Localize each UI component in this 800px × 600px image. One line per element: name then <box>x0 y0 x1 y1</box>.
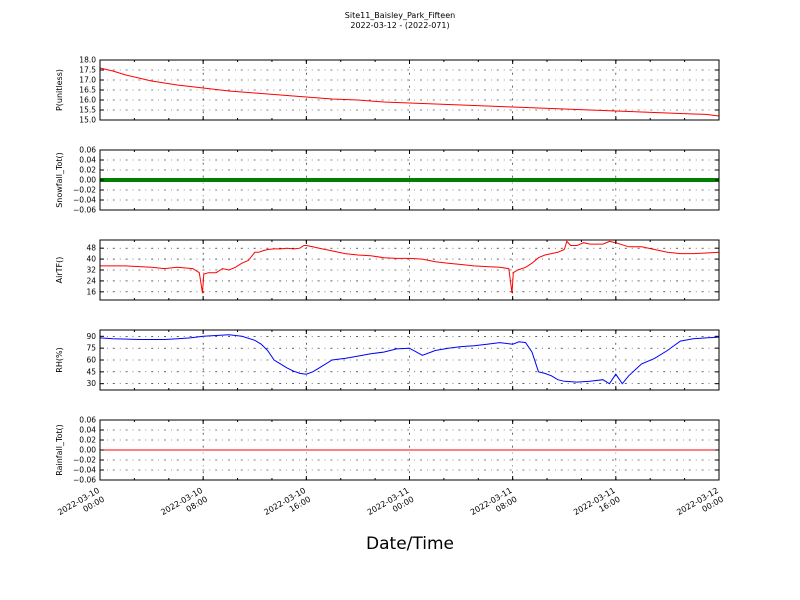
y-tick-label: 15.0 <box>79 116 96 125</box>
x-tick-label: 2022-03-1116:00 <box>572 486 622 526</box>
panel-5: −0.06−0.04−0.020.000.020.040.06 Rainfall_… <box>55 416 720 485</box>
y-tick-label: 24 <box>86 276 96 285</box>
data-line <box>99 67 720 117</box>
y-axis-label: AirTF() <box>55 257 64 284</box>
y-tick-label: −0.06 <box>73 206 96 215</box>
x-axis-label: Date/Time <box>366 534 454 554</box>
y-tick-label: 16 <box>86 287 96 296</box>
x-tick-label: 2022-03-1100:00 <box>366 486 416 526</box>
y-tick-label: −0.04 <box>73 196 96 205</box>
y-tick-label: 17.0 <box>79 76 96 85</box>
y-tick-label: −0.04 <box>73 466 96 475</box>
y-tick-label: 16.5 <box>79 86 96 95</box>
chart-title-block: Site11_Baisley_Park_Fifteen 2022-03-12 -… <box>0 11 800 31</box>
y-tick-label: 0.06 <box>79 146 96 155</box>
y-tick-label: −0.02 <box>73 186 96 195</box>
x-tick-label: 2022-03-1000:00 <box>56 486 106 526</box>
y-tick-label: 15.5 <box>79 106 96 115</box>
y-tick-label: 0.00 <box>79 176 96 185</box>
y-tick-label: −0.02 <box>73 456 96 465</box>
y-tick-label: 0.06 <box>79 416 96 425</box>
y-tick-label: 0.02 <box>79 436 96 445</box>
y-tick-label: 45 <box>86 367 96 376</box>
data-line <box>99 334 720 385</box>
y-tick-label: 17.5 <box>79 66 96 75</box>
x-tick-label: 2022-03-1200:00 <box>675 486 725 526</box>
y-axis-label: RH(%) <box>55 347 64 372</box>
x-tick-label: 2022-03-1008:00 <box>159 486 209 526</box>
data-line <box>100 240 720 294</box>
panel-1: 15.015.516.016.517.017.518.0 P(unitless) <box>55 56 720 125</box>
y-axis-label: Rainfall_Tot() <box>55 424 64 476</box>
y-tick-label: 60 <box>86 356 96 365</box>
chart-title: Site11_Baisley_Park_Fifteen <box>344 11 456 20</box>
panel-4: 30 45 60 75 90 RH(%) <box>55 329 720 391</box>
y-axis-label: Snowfall_Tot() <box>55 152 64 208</box>
y-tick-label: −0.06 <box>73 476 96 485</box>
y-tick-label: 0.02 <box>79 166 96 175</box>
y-tick-label: 40 <box>86 255 96 264</box>
y-tick-label: 0.00 <box>79 446 96 455</box>
y-tick-label: 16.0 <box>79 96 96 105</box>
y-tick-label: 18.0 <box>79 56 96 65</box>
y-tick-label: 0.04 <box>79 426 96 435</box>
y-tick-label: 30 <box>86 379 96 388</box>
y-tick-label: 90 <box>86 332 96 341</box>
y-tick-label: 48 <box>86 244 96 253</box>
y-axis-label: P(unitless) <box>55 69 64 111</box>
y-tick-label: 0.04 <box>79 156 96 165</box>
y-tick-label: 75 <box>86 344 96 353</box>
chart-subtitle: 2022-03-12 - (2022-071) <box>350 21 450 30</box>
y-tick-label: 32 <box>86 266 96 275</box>
panel-2: −0.06−0.04−0.020.000.020.040.06 Snowfall_… <box>55 146 720 215</box>
x-tick-label: 2022-03-1016:00 <box>263 486 313 526</box>
x-tick-label: 2022-03-1108:00 <box>469 486 519 526</box>
